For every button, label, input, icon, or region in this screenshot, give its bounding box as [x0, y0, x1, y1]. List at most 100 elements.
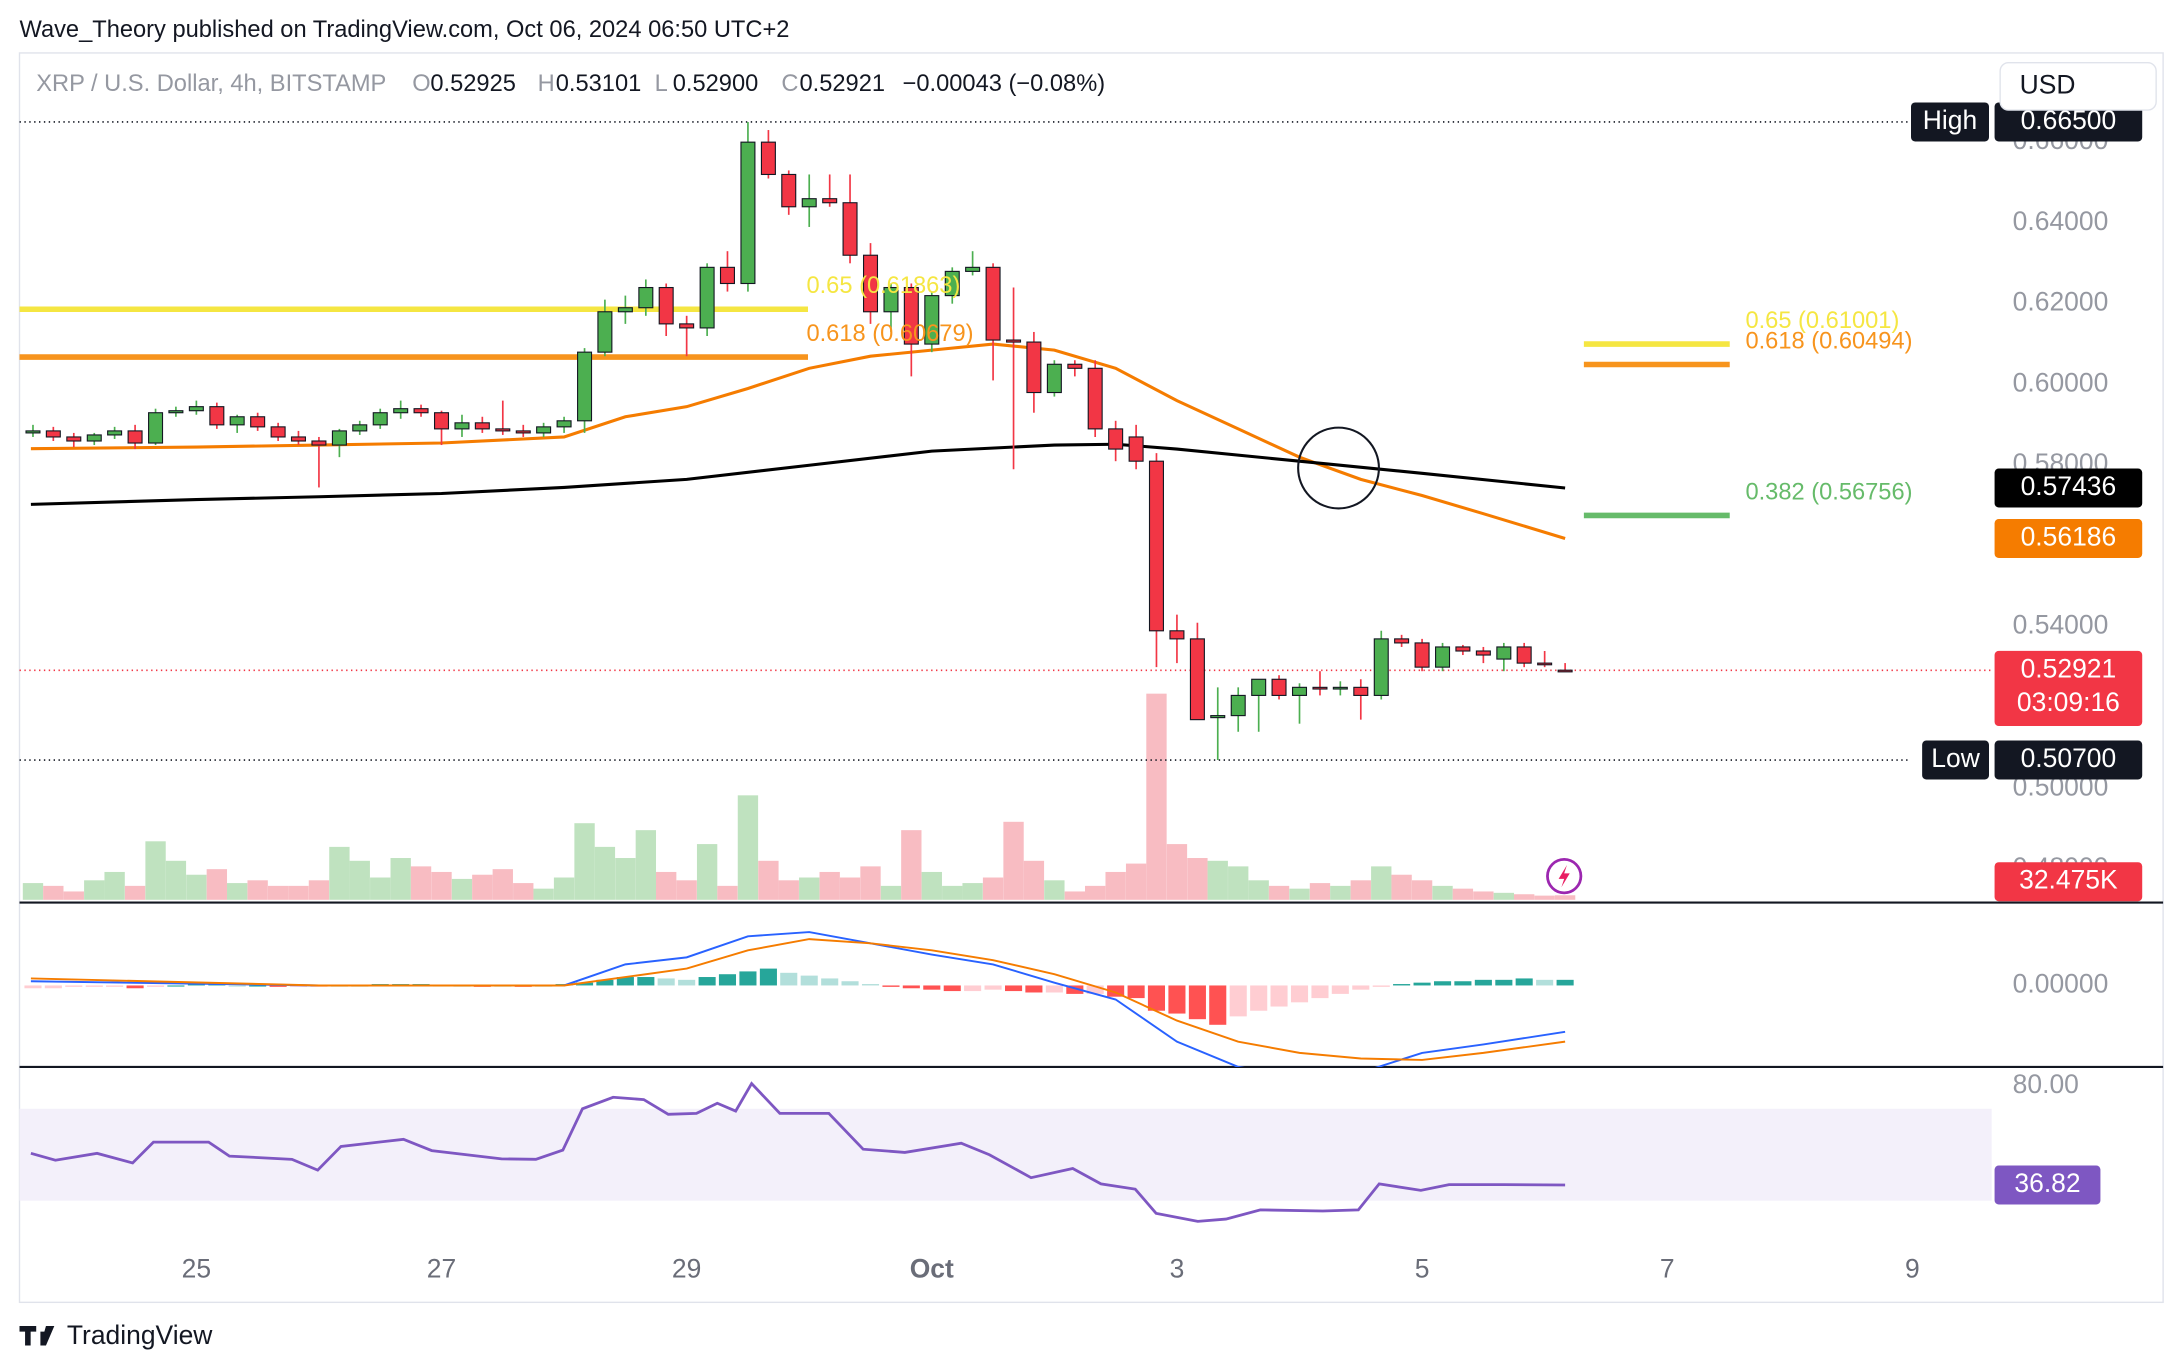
- candle-body: [883, 286, 899, 313]
- macd-histogram-bar: [943, 985, 961, 992]
- volume-bar: [1085, 885, 1106, 900]
- currency-label[interactable]: USD: [2020, 69, 2076, 99]
- level-name: Low: [1931, 743, 1980, 773]
- candle-body: [188, 406, 204, 412]
- macd-histogram-bar: [1372, 985, 1390, 987]
- volume-bar: [288, 885, 309, 900]
- macd-histogram-bar: [616, 977, 634, 986]
- candle-body: [1108, 428, 1124, 450]
- macd-histogram-bar: [1331, 985, 1349, 994]
- level-name: High: [1923, 105, 1977, 135]
- volume-bar: [1228, 866, 1249, 900]
- volume-bar: [329, 846, 350, 900]
- candle-body: [270, 426, 286, 438]
- candle-body: [1291, 686, 1308, 696]
- volume-bar: [186, 874, 207, 900]
- volume-bar: [819, 871, 840, 900]
- candle-body: [1087, 367, 1103, 430]
- volume-bar: [1432, 885, 1453, 900]
- x-tick-label: 25: [182, 1253, 211, 1283]
- volume-bar: [390, 858, 411, 900]
- published-line: Wave_Theory published on TradingView.com…: [19, 17, 789, 43]
- y-tick-label: 0.60000: [2013, 367, 2109, 397]
- volume-bar: [1044, 880, 1065, 900]
- candle-body: [1516, 646, 1532, 664]
- volume-bar: [1146, 693, 1167, 900]
- volume-bar: [717, 885, 738, 900]
- volume-bar: [370, 877, 391, 900]
- macd-histogram-bar: [1413, 982, 1431, 986]
- alert-icon[interactable]: [1546, 858, 1583, 895]
- macd-histogram-bar: [65, 985, 83, 987]
- volume-bar: [22, 883, 44, 900]
- volume-bar: [1514, 894, 1535, 900]
- macd-histogram-bar: [759, 968, 777, 986]
- candle-body: [515, 430, 531, 434]
- macd-histogram-bar: [1352, 985, 1370, 990]
- candle-body: [577, 351, 593, 422]
- volume-bar: [492, 869, 513, 900]
- candle-body: [1046, 363, 1062, 394]
- macd-histogram-bar: [1209, 985, 1227, 1025]
- candle-body: [1373, 638, 1389, 696]
- volume-bar: [1350, 880, 1371, 900]
- macd-histogram-bar: [1311, 985, 1329, 999]
- candle-body: [107, 430, 123, 436]
- volume-bar: [758, 860, 779, 900]
- volume-bar: [145, 841, 166, 900]
- macd-histogram-bar: [106, 985, 124, 987]
- volume-bar: [737, 795, 759, 900]
- candle-body: [719, 266, 735, 285]
- level-price-bg: [1994, 102, 2143, 142]
- candle-body: [638, 286, 654, 309]
- volume-bar: [1554, 895, 1576, 900]
- macd-histogram-bar: [1474, 979, 1492, 986]
- volume-bar: [1248, 880, 1269, 900]
- candle-body: [168, 410, 184, 414]
- candle-body: [1128, 436, 1144, 462]
- candle-body: [413, 408, 429, 414]
- volume-bar: [63, 891, 84, 900]
- volume-bar: [1493, 892, 1515, 900]
- candle-body: [433, 412, 450, 430]
- volume-bar: [1452, 888, 1474, 900]
- currency-button[interactable]: [1999, 61, 2157, 111]
- rsi-badge: 36.82: [2014, 1168, 2080, 1198]
- candle-body: [760, 141, 776, 176]
- candle-body: [842, 202, 858, 256]
- candle-body: [556, 420, 572, 428]
- candle-body: [311, 440, 327, 446]
- footer-brand: TradingView: [67, 1320, 213, 1350]
- candle-body: [1251, 678, 1267, 696]
- x-tick-label: 7: [1660, 1253, 1675, 1283]
- volume-bar: [124, 885, 146, 900]
- volume-bar: [880, 885, 902, 900]
- volume-bar: [1289, 888, 1310, 900]
- candle-body: [45, 430, 61, 438]
- ma-value-bg: [1994, 518, 2143, 558]
- candle-body: [352, 424, 368, 432]
- rsi-badge-bg: [1994, 1165, 2101, 1205]
- macd-histogram-bar: [1188, 985, 1206, 1020]
- candle-body: [1312, 686, 1328, 690]
- y-tick-label: 0.64000: [2013, 206, 2109, 236]
- macd-histogram-bar: [249, 985, 267, 987]
- y-tick-label: 0.62000: [2013, 287, 2109, 317]
- macd-tick-label: 0.00000: [2013, 968, 2109, 998]
- macd-histogram-bar: [1495, 979, 1513, 986]
- volume-bar: [1330, 885, 1351, 900]
- candle-body: [679, 323, 695, 329]
- volume-bar: [1411, 880, 1433, 900]
- macd-histogram-bar: [1454, 981, 1472, 986]
- volume-bar: [982, 877, 1004, 900]
- level-price: 0.50700: [2021, 743, 2117, 773]
- volume-bar: [1125, 863, 1147, 900]
- candle-body: [985, 266, 1001, 341]
- x-tick-label: 27: [427, 1253, 456, 1283]
- candle-body: [148, 412, 164, 444]
- alert-bolt[interactable]: [1558, 864, 1570, 888]
- macd-histogram-bar: [1066, 985, 1084, 994]
- volume-bar: [635, 830, 657, 900]
